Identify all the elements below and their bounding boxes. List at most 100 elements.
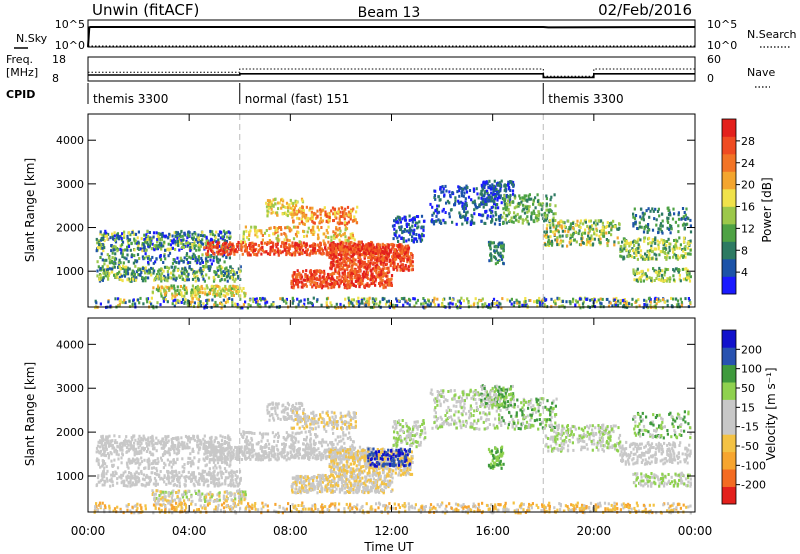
heatmap-cell: [95, 237, 98, 241]
heatmap-cell: [661, 241, 664, 245]
heatmap-cell: [350, 269, 353, 273]
heatmap-cell: [335, 255, 338, 259]
heatmap-cell: [397, 255, 400, 259]
heatmap-cell: [157, 269, 160, 273]
heatmap-cell: [299, 299, 303, 303]
heatmap-cell: [597, 219, 600, 223]
heatmap-cell: [588, 219, 591, 223]
heatmap-cell: [225, 241, 228, 245]
heatmap-cell: [663, 273, 666, 277]
heatmap-cell: [99, 276, 102, 280]
heatmap-cell: [277, 234, 280, 238]
heatmap-cell: [150, 302, 153, 306]
heatmap-cell: [674, 297, 677, 301]
heatmap-cell: [411, 235, 414, 239]
heatmap-cell: [288, 239, 291, 243]
heatmap-cell: [561, 304, 564, 308]
heatmap-cell: [365, 275, 368, 279]
heatmap-cell: [498, 301, 501, 305]
heatmap-cell: [362, 274, 365, 278]
nsky-lines: [87, 26, 696, 48]
heatmap-cell: [298, 252, 301, 256]
heatmap-cell: [182, 243, 185, 247]
heatmap-cell: [463, 215, 467, 219]
heatmap-cell: [436, 207, 439, 211]
heatmap-cell: [460, 296, 463, 300]
heatmap-cell: [503, 184, 506, 188]
heatmap-cell: [141, 249, 144, 253]
heatmap-cell: [145, 269, 148, 273]
heatmap-cell: [526, 199, 529, 203]
heatmap-cell: [229, 265, 232, 269]
heatmap-cell: [257, 244, 260, 248]
heatmap-cell: [494, 203, 497, 207]
heatmap-cell: [293, 206, 296, 210]
heatmap-cell: [458, 201, 461, 205]
heatmap-cell: [268, 253, 272, 256]
heatmap-cell: [161, 232, 164, 236]
heatmap-cell: [146, 238, 149, 242]
heatmap-cell: [655, 223, 658, 227]
heatmap-cell: [350, 300, 353, 304]
heatmap-cell: [304, 283, 307, 287]
heatmap-cell: [350, 209, 353, 213]
heatmap-cell: [269, 205, 272, 209]
heatmap-cell: [607, 304, 611, 308]
heatmap-cell: [365, 299, 369, 303]
heatmap-cell: [403, 246, 406, 250]
heatmap-cell: [464, 197, 467, 201]
heatmap-cell: [647, 242, 650, 246]
heatmap-cell: [183, 256, 186, 260]
heatmap-cell: [195, 297, 198, 301]
heatmap-cell: [635, 269, 638, 273]
heatmap-cell: [336, 221, 339, 225]
heatmap-cell: [628, 249, 631, 253]
heatmap-cell: [301, 248, 304, 252]
heatmap-cell: [217, 285, 220, 288]
heatmap-cell: [342, 304, 345, 308]
heatmap-cell: [439, 185, 442, 189]
heatmap-cell: [676, 254, 679, 258]
heatmap-cell: [504, 183, 507, 187]
heatmap-cell: [646, 226, 650, 229]
heatmap-cell: [235, 271, 238, 275]
heatmap-cell: [184, 299, 187, 303]
heatmap-cell: [512, 192, 515, 196]
heatmap-cell: [369, 264, 372, 268]
heatmap-cell: [449, 301, 452, 305]
heatmap-cell: [413, 304, 416, 308]
heatmap-cell: [527, 207, 530, 211]
heatmap-cell: [546, 213, 549, 217]
heatmap-cell: [167, 276, 170, 280]
heatmap-cell: [237, 243, 241, 247]
heatmap-cell: [380, 281, 383, 285]
heatmap-cell: [560, 304, 563, 308]
heatmap-cell: [411, 260, 414, 264]
heatmap-cell: [120, 248, 123, 252]
heatmap-cell: [581, 302, 585, 306]
heatmap-cell: [684, 245, 687, 248]
heatmap-cell: [409, 230, 412, 234]
heatmap-cell: [370, 249, 373, 253]
heatmap-cell: [482, 200, 485, 204]
heatmap-cell: [158, 272, 161, 276]
heatmap-cell: [542, 213, 545, 217]
heatmap-cell: [205, 299, 208, 303]
heatmap-cell: [583, 296, 587, 300]
heatmap-cell: [365, 283, 368, 287]
heatmap-cell: [479, 213, 482, 217]
heatmap-cell: [599, 301, 602, 305]
heatmap-cell: [334, 247, 338, 250]
heatmap-cell: [354, 218, 357, 222]
heatmap-cell: [578, 229, 581, 233]
heatmap-cell: [320, 303, 323, 307]
heatmap-cell: [480, 183, 483, 187]
heatmap-cell: [526, 220, 529, 224]
heatmap-cell: [156, 238, 159, 241]
heatmap-cell: [593, 232, 596, 236]
heatmap-cell: [399, 220, 402, 224]
heatmap-cell: [231, 243, 234, 247]
heatmap-cell: [545, 298, 548, 302]
heatmap-cell: [278, 201, 281, 205]
heatmap-cell: [281, 240, 284, 244]
